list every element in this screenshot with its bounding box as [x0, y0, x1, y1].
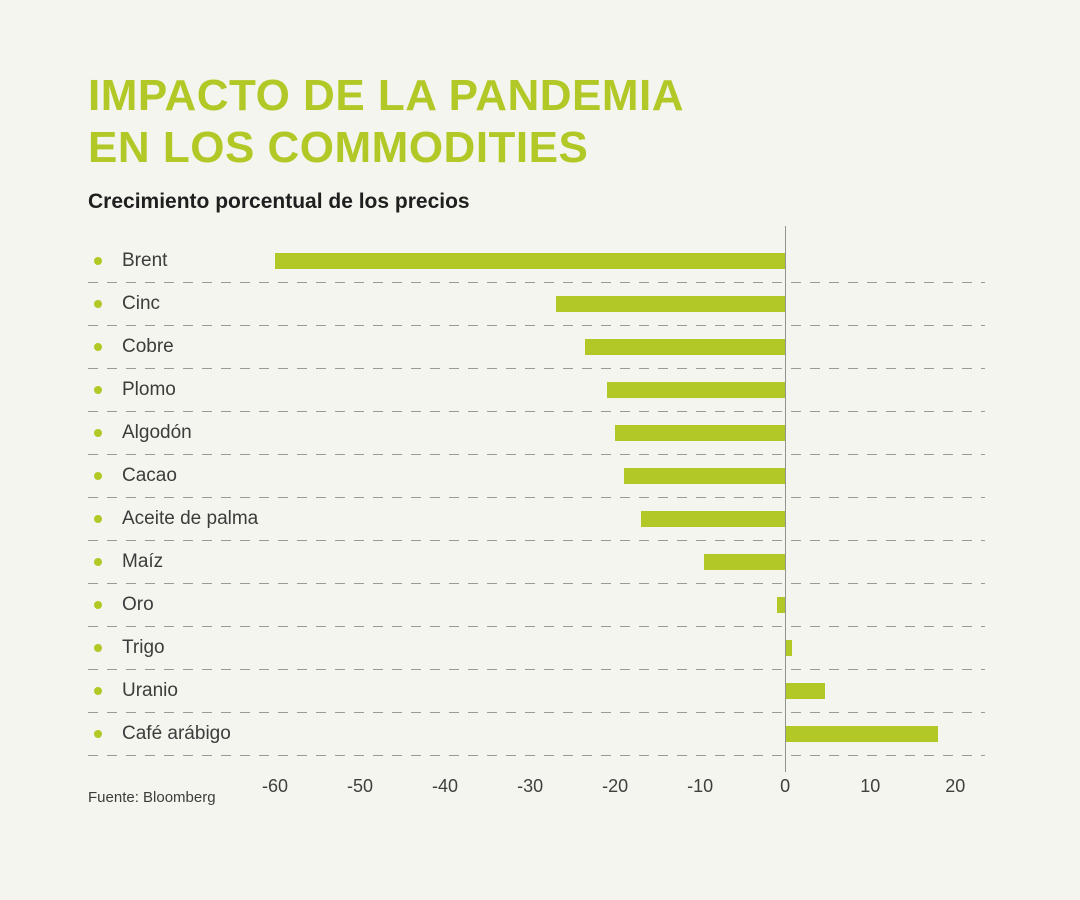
plot-area [258, 326, 985, 369]
category-label: Cacao [122, 465, 177, 487]
circle-bullet-icon [94, 687, 102, 696]
category-label-area: Algodón [88, 422, 258, 444]
value-bar [776, 597, 786, 614]
category-label-area: Aceite de palma [88, 508, 258, 530]
category-label-area: Oro [88, 594, 258, 616]
category-label: Cinc [122, 293, 161, 315]
category-label-area: Cobre [88, 336, 258, 358]
bar-chart: Brent Cinc Cobre Plomo Algodón Cacao Aceite de… [88, 225, 985, 806]
circle-bullet-icon [94, 300, 102, 309]
x-axis-tick-label: 10 [860, 775, 881, 796]
plot-area [258, 498, 985, 541]
category-label-area: Café arábigo [88, 723, 258, 745]
chart-row: Cinc [88, 283, 985, 326]
category-label: Plomo [122, 379, 176, 401]
circle-bullet-icon [94, 257, 102, 266]
circle-bullet-icon [94, 386, 102, 395]
x-axis-tick-label: -40 [432, 775, 459, 796]
title-line-1: IMPACTO DE LA PANDEMIA [88, 71, 685, 120]
x-axis-tick-label: -10 [687, 775, 714, 796]
title-line-2: EN LOS COMMODITIES [88, 122, 589, 172]
category-label: Trigo [122, 637, 165, 659]
value-bar [704, 554, 786, 571]
category-label: Café arábigo [122, 723, 231, 745]
value-bar [785, 726, 939, 743]
x-axis-tick-label: 0 [780, 775, 791, 796]
circle-bullet-icon [94, 730, 102, 739]
category-label-area: Cacao [88, 465, 258, 487]
plot-area [258, 670, 985, 713]
chart-row: Uranio [88, 670, 985, 713]
chart-row: Plomo [88, 369, 985, 412]
page-title: IMPACTO DE LA PANDEMIA EN LOS COMMODITIE… [88, 70, 985, 174]
plot-area [258, 412, 985, 455]
x-axis-tick-label: -50 [347, 775, 374, 796]
chart-row: Aceite de palma [88, 498, 985, 541]
chart-row: Algodón [88, 412, 985, 455]
chart-row: Café arábigo [88, 713, 985, 756]
plot-area [258, 283, 985, 326]
plot-area [258, 627, 985, 670]
circle-bullet-icon [94, 472, 102, 481]
value-bar [555, 296, 786, 313]
value-bar [585, 339, 786, 356]
x-axis-tick-label: -30 [517, 775, 544, 796]
circle-bullet-icon [94, 601, 102, 610]
chart-row: Oro [88, 584, 985, 627]
chart-subtitle: Crecimiento porcentual de los precios [88, 189, 470, 213]
x-axis-tick-label: -20 [602, 775, 629, 796]
value-bar [615, 425, 786, 442]
value-bar [623, 468, 786, 485]
x-axis-tick-label: 20 [945, 775, 966, 796]
category-label: Maíz [122, 551, 164, 573]
value-bar [785, 683, 826, 700]
x-axis: Fuente: Bloomberg -60 -50 -40 -30 -20 -10 0 10 2… [88, 776, 985, 806]
category-label-area: Plomo [88, 379, 258, 401]
category-label-area: Uranio [88, 680, 258, 702]
chart-rows: Brent Cinc Cobre Plomo Algodón Cacao Aceite de… [88, 225, 985, 772]
category-label-area: Brent [88, 250, 258, 272]
plot-area [258, 455, 985, 498]
source-note: Fuente: Bloomberg [88, 788, 216, 806]
chart-row: Maíz [88, 541, 985, 584]
circle-bullet-icon [94, 558, 102, 567]
category-label-area: Trigo [88, 637, 258, 659]
category-label-area: Cinc [88, 293, 258, 315]
chart-row: Cobre [88, 326, 985, 369]
plot-area [258, 584, 985, 627]
category-label: Uranio [122, 680, 178, 702]
category-label: Cobre [122, 336, 174, 358]
x-axis-ticks: -60 -50 -40 -30 -20 -10 0 10 20 [258, 776, 985, 802]
plot-area [258, 713, 985, 756]
plot-area [258, 369, 985, 412]
plot-area [258, 240, 985, 283]
category-label: Brent [122, 250, 168, 272]
category-label: Algodón [122, 422, 192, 444]
value-bar [640, 511, 786, 528]
circle-bullet-icon [94, 515, 102, 524]
circle-bullet-icon [94, 429, 102, 438]
value-bar [785, 640, 792, 657]
circle-bullet-icon [94, 644, 102, 653]
category-label: Oro [122, 594, 154, 616]
x-axis-tick-label: -60 [261, 775, 289, 796]
chart-row: Brent [88, 240, 985, 283]
chart-row: Cacao [88, 455, 985, 498]
value-bar [606, 382, 786, 399]
plot-area [258, 541, 985, 584]
chart-row: Trigo [88, 627, 985, 670]
value-bar [275, 253, 786, 270]
circle-bullet-icon [94, 343, 102, 352]
category-label: Aceite de palma [122, 508, 259, 530]
category-label-area: Maíz [88, 551, 258, 573]
